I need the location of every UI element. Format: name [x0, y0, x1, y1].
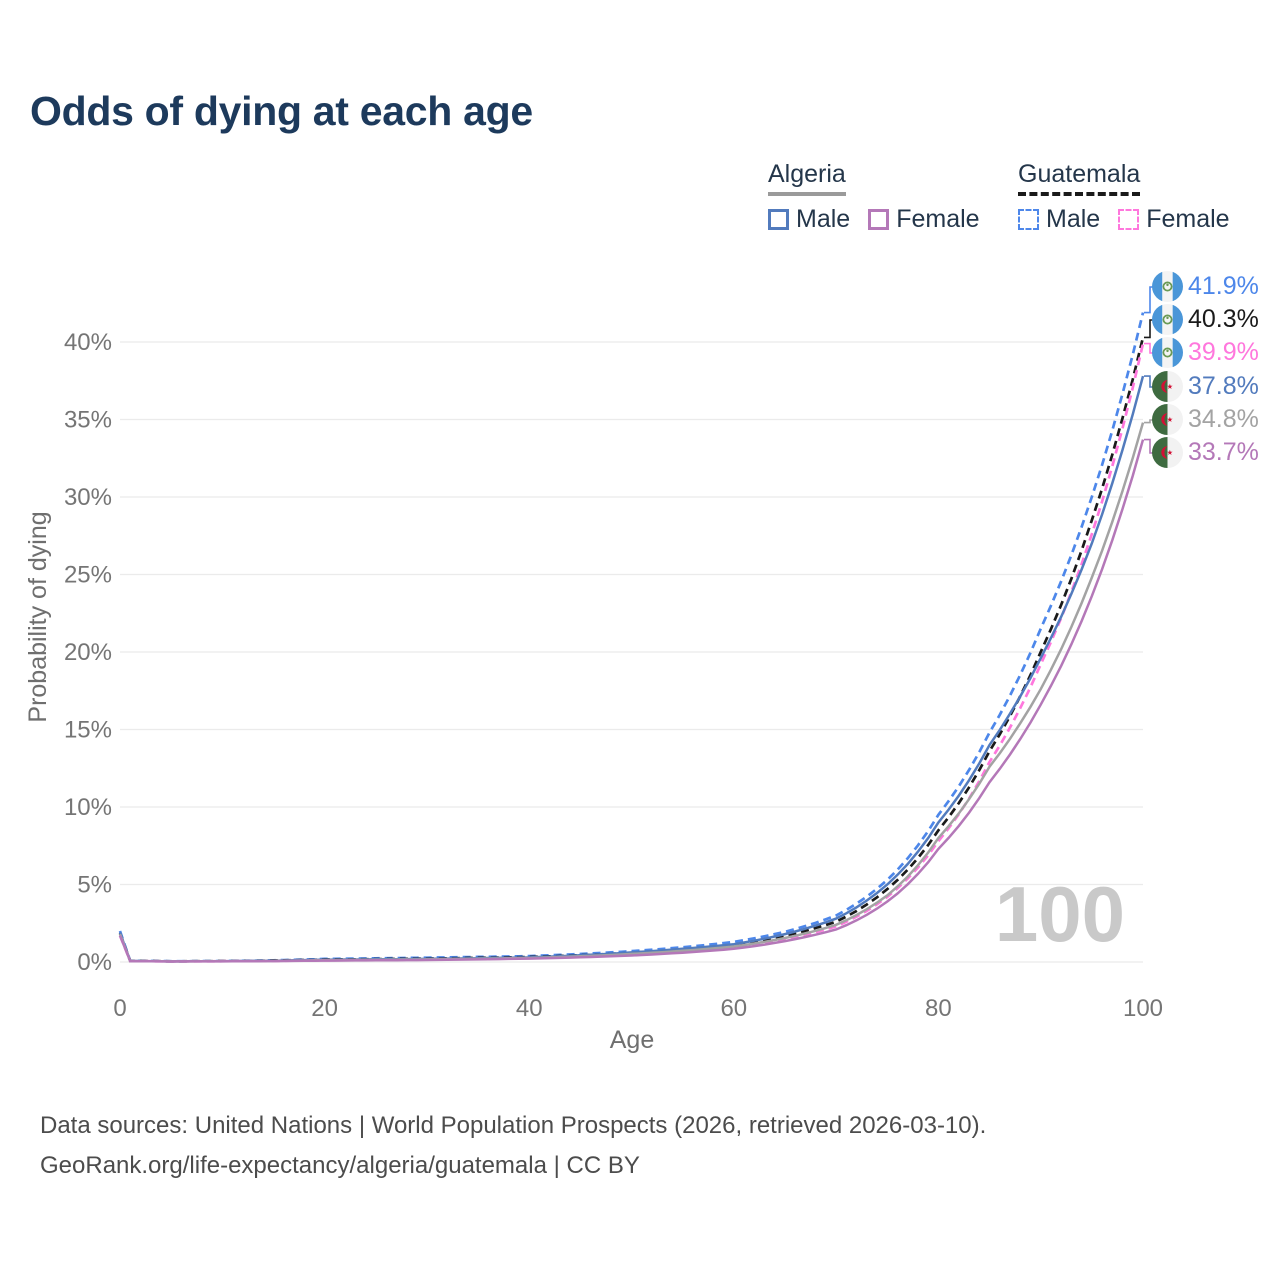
legend-item-guatemala-male[interactable]: Male [1018, 205, 1100, 233]
x-tick-label: 60 [720, 995, 747, 1022]
end-label-row: 40.3% [1152, 304, 1259, 335]
legend-item-label: Female [1146, 205, 1230, 233]
x-axis-title: Age [610, 1026, 654, 1054]
y-tick-label: 20% [64, 639, 112, 666]
legend-item-label: Male [1046, 205, 1101, 233]
end-label-row: 39.9% [1152, 337, 1259, 368]
algeria-flag-icon: ★ [1152, 404, 1183, 435]
algeria-male-swatch-icon [768, 208, 789, 230]
legend-items-algeria: Male Female [768, 205, 998, 233]
y-tick-label: 25% [64, 562, 112, 589]
end-label-row: 41.9% [1152, 271, 1259, 302]
y-tick-label: 15% [64, 717, 112, 744]
guatemala-male-swatch-icon [1018, 208, 1039, 230]
legend-item-label: Male [796, 205, 851, 233]
x-tick-label: 80 [925, 995, 952, 1022]
series-line-algeria-male[interactable] [118, 375, 1145, 963]
end-label-connector [1144, 286, 1153, 314]
legend-group-title-algeria[interactable]: Algeria [768, 160, 846, 196]
legend-item-algeria-male[interactable]: Male [768, 205, 850, 233]
algeria-flag-icon: ★ [1152, 437, 1183, 468]
series-line-guatemala-male[interactable] [118, 312, 1145, 963]
legend-items-guatemala: Male Female [1018, 205, 1248, 233]
y-tick-label: 5% [77, 872, 112, 899]
end-label-connector [1144, 438, 1153, 454]
legend-group-guatemala: Guatemala Male Female [1018, 160, 1248, 233]
end-label-value: 34.8% [1188, 405, 1259, 433]
y-tick-label: 0% [77, 949, 112, 976]
guatemala-flag-icon [1152, 271, 1183, 302]
svg-text:★: ★ [1167, 448, 1173, 457]
legend-group-algeria: Algeria Male Female [768, 160, 998, 233]
end-label-value: 37.8% [1188, 372, 1259, 400]
end-label-row: ★ 37.8% [1152, 371, 1259, 402]
svg-text:★: ★ [1167, 382, 1173, 391]
end-label-connector [1144, 375, 1153, 388]
series-line-guatemala-all[interactable] [118, 337, 1145, 963]
legend-item-label: Female [896, 205, 980, 233]
end-label-row: ★ 34.8% [1152, 404, 1259, 435]
legend-item-algeria-female[interactable]: Female [868, 205, 980, 233]
watermark: 100 [995, 870, 1125, 958]
page-title: Odds of dying at each age [30, 88, 533, 134]
guatemala-flag-icon [1152, 337, 1183, 368]
end-label-value: 41.9% [1188, 272, 1259, 300]
end-label-connector [1144, 342, 1153, 354]
x-tick-label: 20 [311, 995, 338, 1022]
algeria-female-swatch-icon [868, 208, 890, 230]
series-line-algeria-female[interactable] [118, 439, 1145, 963]
y-tick-label: 10% [64, 794, 112, 821]
footer-attribution: GeoRank.org/life-expectancy/algeria/guat… [40, 1152, 640, 1179]
end-label-value: 40.3% [1188, 305, 1259, 333]
y-tick-label: 30% [64, 484, 112, 511]
x-tick-label: 0 [113, 995, 126, 1022]
end-label-value: 33.7% [1188, 438, 1259, 466]
y-tick-label: 35% [64, 407, 112, 434]
legend-item-guatemala-female[interactable]: Female [1118, 205, 1230, 233]
svg-text:★: ★ [1167, 415, 1173, 424]
end-label-value: 39.9% [1188, 338, 1259, 366]
legend-group-title-guatemala[interactable]: Guatemala [1018, 160, 1141, 196]
guatemala-female-swatch-icon [1118, 208, 1140, 230]
end-label-row: ★ 33.7% [1152, 437, 1259, 468]
end-label-connector [1144, 419, 1153, 424]
series-line-algeria-all[interactable] [118, 422, 1145, 963]
y-tick-label: 40% [64, 329, 112, 356]
x-tick-label: 100 [1123, 995, 1163, 1022]
footer: Data sources: United Nations | World Pop… [40, 1106, 986, 1186]
guatemala-flag-icon [1152, 304, 1183, 335]
y-axis-title: Probability of dying [24, 511, 52, 722]
algeria-flag-icon: ★ [1152, 371, 1183, 402]
footer-data-sources: Data sources: United Nations | World Pop… [40, 1112, 987, 1139]
end-label-connector [1144, 319, 1153, 339]
x-tick-label: 40 [516, 995, 543, 1022]
